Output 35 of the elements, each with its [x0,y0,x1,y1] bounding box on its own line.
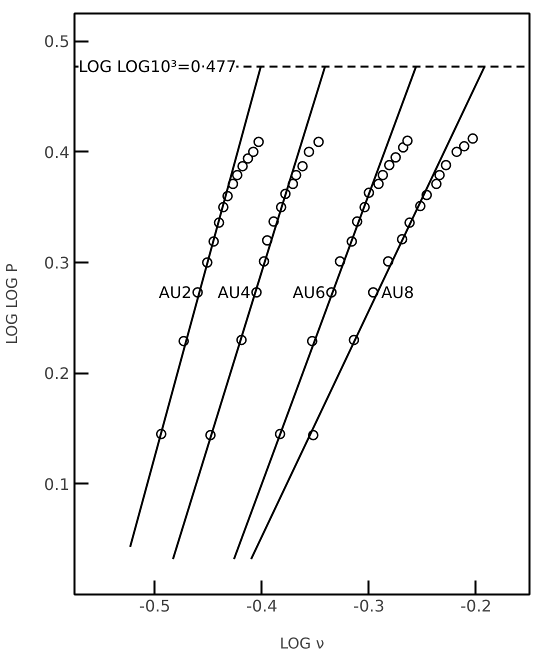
point [440,160,452,170]
x-tick-label: -0.4 [246,596,278,616]
point [468,133,478,144]
series-label: AU8 [381,282,414,302]
series-label: AU4 [218,282,251,302]
series-label: AU6 [292,282,326,302]
point [313,136,324,148]
point [451,146,462,158]
point [297,160,308,172]
y-tick-label: 0.3 [44,254,70,272]
series-label: AU2 [158,282,192,302]
y-axis-title: LOG LOG P [3,263,22,345]
point [434,170,445,180]
point [242,153,254,164]
y-tick-label: 0.1 [44,474,70,494]
y-tick-label: 0.2 [44,364,70,384]
y-tick-label: 0.4 [44,142,70,162]
point [373,178,384,190]
point [458,141,470,152]
point [232,170,242,180]
y-tick-label: 0.5 [44,32,70,52]
point [384,160,395,170]
x-tick-label: -0.5 [139,596,170,616]
point [390,152,401,163]
point [248,146,259,158]
point [431,178,442,190]
point [378,170,388,180]
x-axis-title: LOG ν [280,634,324,652]
point [304,146,314,158]
point [237,160,248,172]
x-tick-label: -0.3 [353,596,385,616]
x-tick-label: -0.2 [460,596,492,616]
ref-line-label: LOG LOG10³=0·477 [78,57,236,76]
point [402,136,413,146]
point [253,136,264,148]
